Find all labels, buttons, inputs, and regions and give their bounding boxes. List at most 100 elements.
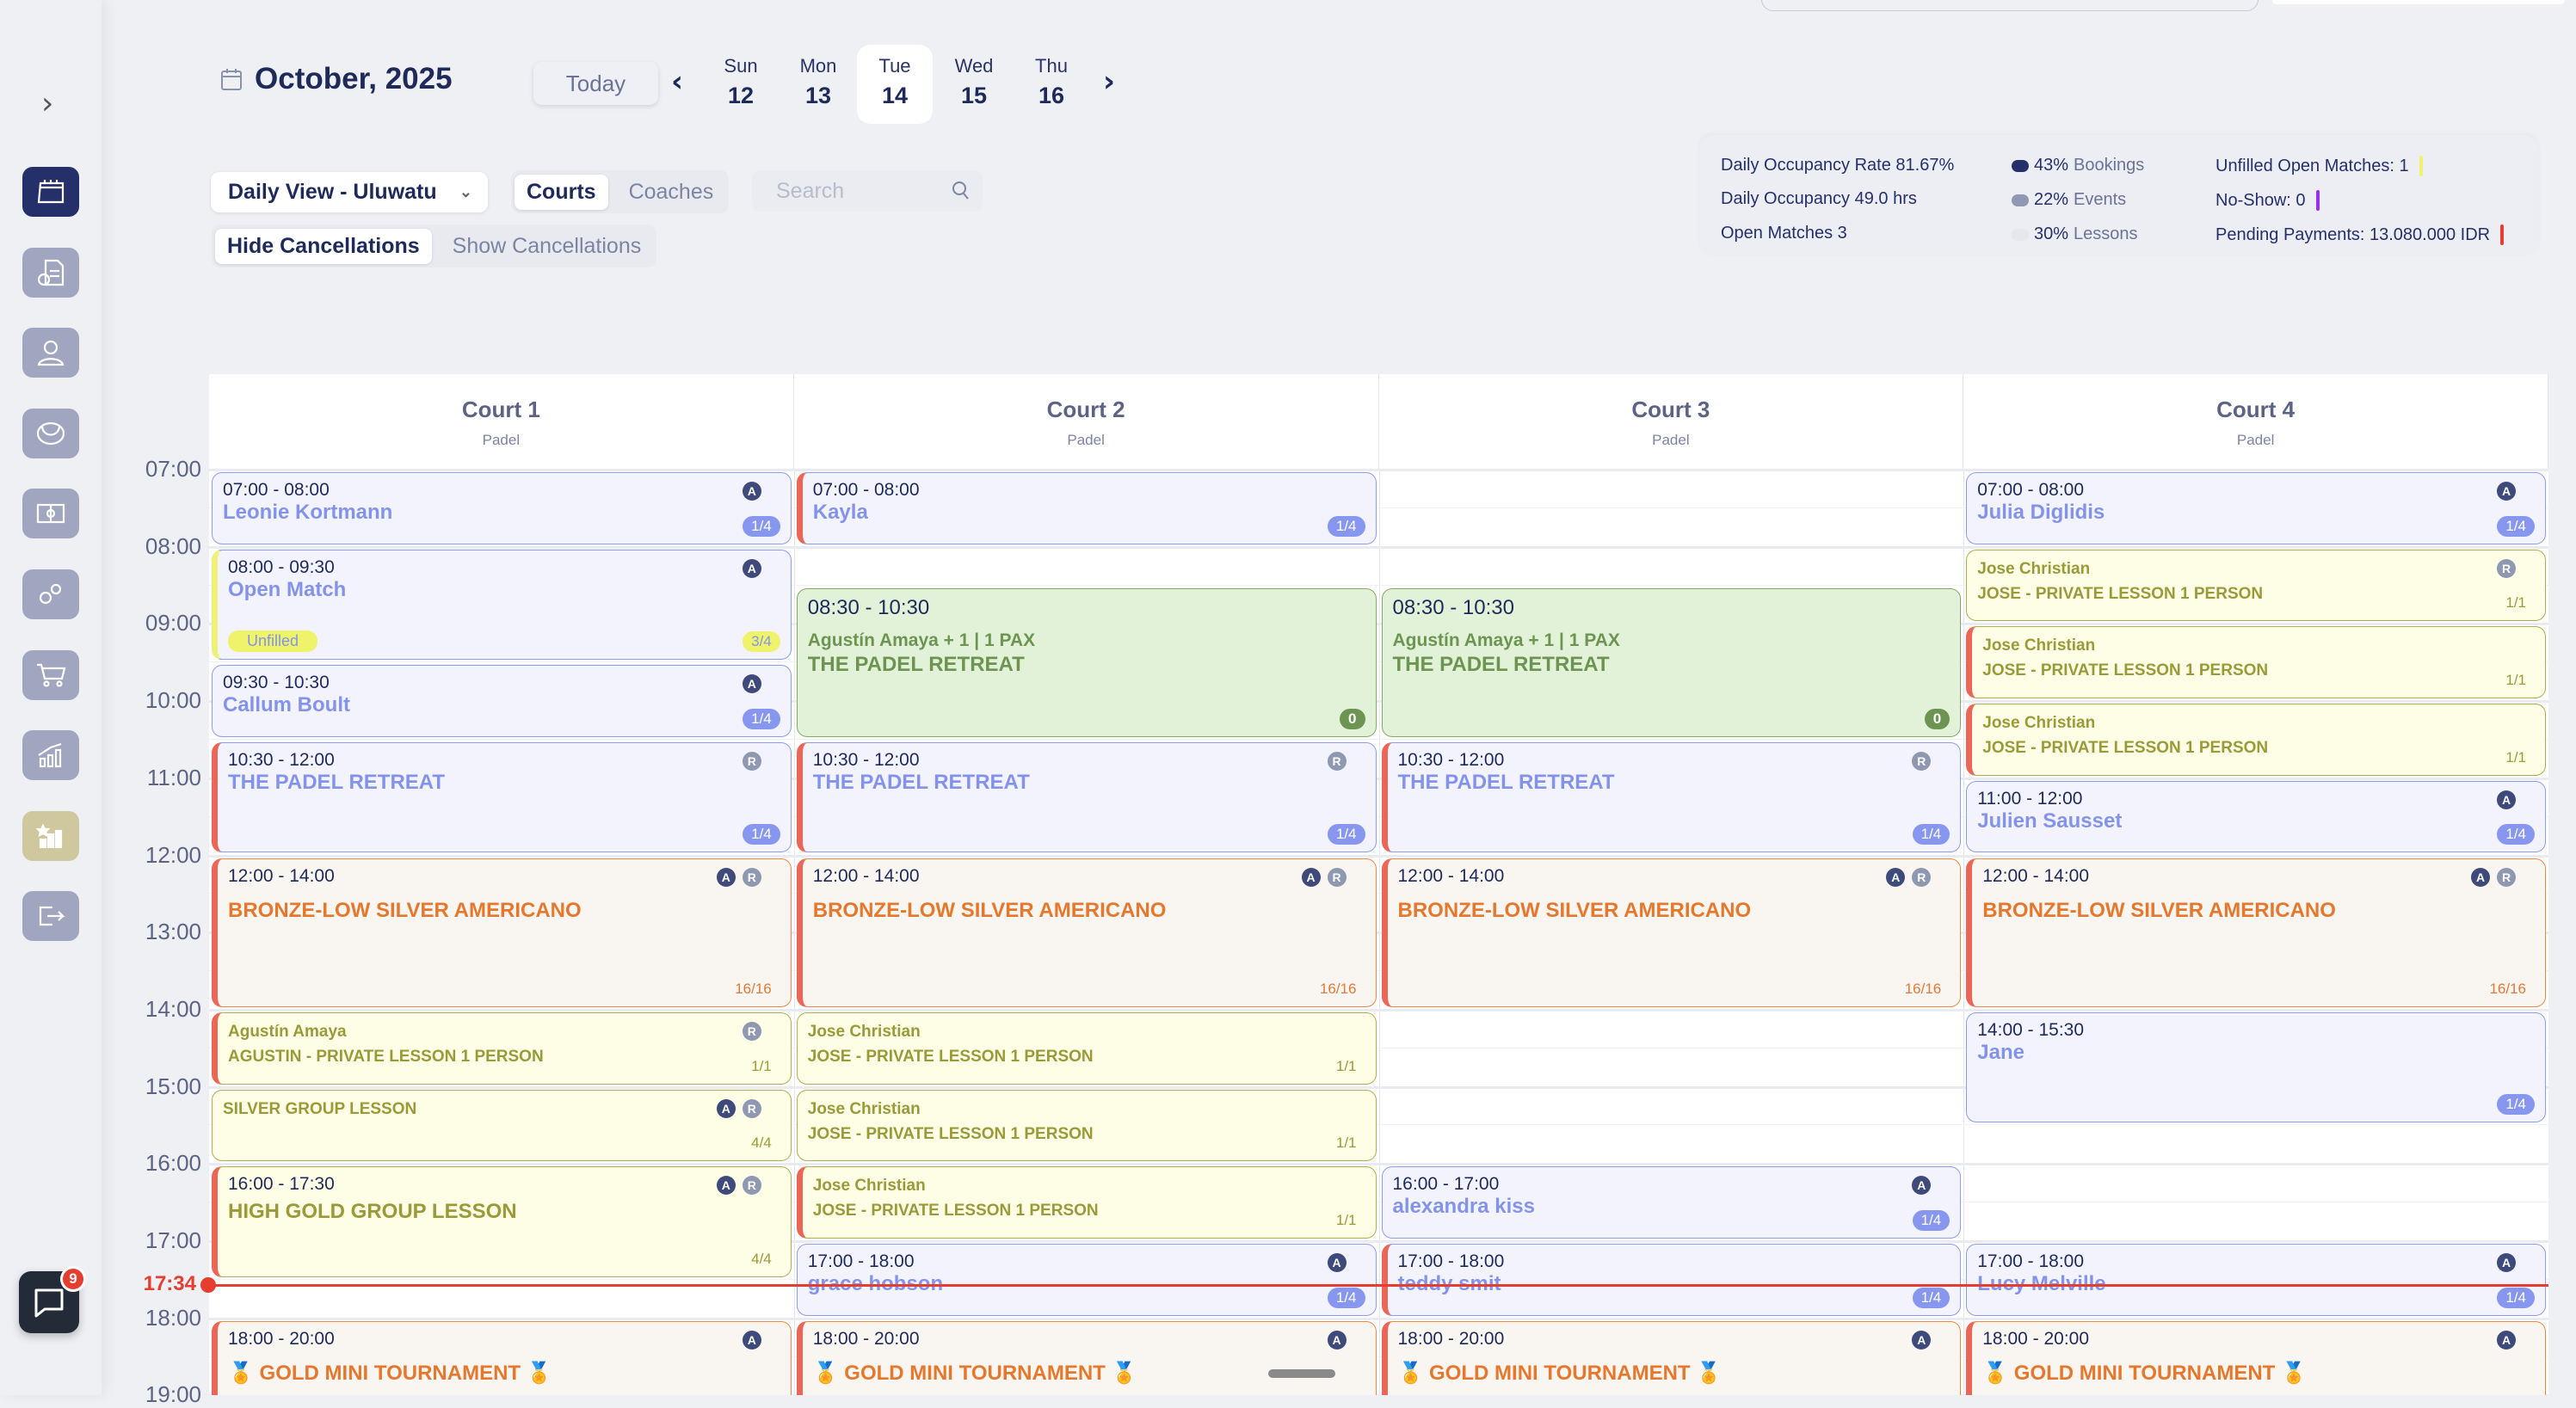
day-tab-wed[interactable]: Wed 15 bbox=[936, 45, 1012, 124]
event-block[interactable]: Jose Christian JOSE - PRIVATE LESSON 1 PE… bbox=[1966, 704, 2546, 776]
event-time: 10:30 - 12:00 bbox=[812, 749, 920, 770]
event-block[interactable]: 10:30 - 12:00 THE PADEL RETREAT R 1/4 bbox=[796, 741, 1377, 853]
top-partial-input[interactable] bbox=[1761, 0, 2259, 11]
event-block[interactable]: 11:00 - 12:00 Julien Sausset A 1/4 bbox=[1966, 780, 2546, 853]
time-label: 16:00 bbox=[145, 1150, 201, 1177]
sidebar-item-ranking[interactable] bbox=[22, 811, 79, 861]
event-count: 1/4 bbox=[2497, 1094, 2535, 1116]
event-block[interactable]: 12:00 - 14:00 BRONZE-LOW SILVER AMERICANO… bbox=[796, 858, 1377, 1007]
event-block[interactable]: 16:00 - 17:30 HIGH GOLD GROUP LESSON A R 4/4 bbox=[212, 1166, 792, 1277]
event-block[interactable]: Jose Christian JOSE - PRIVATE LESSON 1 PE… bbox=[796, 1011, 1377, 1085]
horizontal-scrollbar[interactable] bbox=[1268, 1369, 1335, 1378]
today-button[interactable]: Today bbox=[533, 62, 658, 105]
event-count: 4/4 bbox=[751, 1250, 772, 1267]
sidebar-item-invoice[interactable] bbox=[22, 248, 79, 298]
alert-text: No-Show: 0 bbox=[2215, 190, 2306, 210]
event-block[interactable]: SILVER GROUP LESSON A R 4/4 bbox=[212, 1089, 792, 1162]
event-block[interactable]: 12:00 - 14:00 BRONZE-LOW SILVER AMERICANO… bbox=[1966, 858, 2546, 1007]
next-day-arrow-icon[interactable]: › bbox=[1103, 65, 1116, 99]
sidebar-item-gears[interactable] bbox=[22, 569, 79, 619]
event-count: 4/4 bbox=[751, 1134, 772, 1152]
grid-line bbox=[209, 1240, 2548, 1243]
schedule-grid: Court 1 Padel Court 2 Padel Court 3 Padel Cour… bbox=[209, 374, 2548, 1395]
court-name: Court 3 bbox=[1631, 397, 1710, 422]
event-block[interactable]: 18:00 - 20:00 🏅 GOLD MINI TOURNAMENT 🏅 A bbox=[1381, 1320, 1962, 1395]
event-block[interactable]: 17:00 - 18:00 grace hobson A 1/4 bbox=[796, 1244, 1377, 1316]
event-block[interactable]: 10:30 - 12:00 THE PADEL RETREAT R 1/4 bbox=[212, 741, 792, 853]
event-block[interactable]: 07:00 - 08:00 Kayla 1/4 bbox=[796, 472, 1377, 544]
sidebar-item-tennis-ball[interactable] bbox=[22, 409, 79, 458]
court-name: Court 1 bbox=[461, 397, 540, 422]
grid-line bbox=[209, 1163, 2548, 1166]
event-block[interactable]: 18:00 - 20:00 🏅 GOLD MINI TOURNAMENT 🏅 A bbox=[796, 1320, 1377, 1395]
event-time: 12:00 - 14:00 bbox=[1397, 865, 1505, 886]
day-tab-tue[interactable]: Tue 14 bbox=[857, 45, 933, 124]
event-title: Jose Christian bbox=[807, 1022, 921, 1041]
badge-a-icon: A bbox=[742, 674, 761, 694]
event-block[interactable]: 16:00 - 17:00 alexandra kiss A 1/4 bbox=[1381, 1166, 1962, 1239]
event-block[interactable]: 17:00 - 18:00 teddy smit 1/4 bbox=[1381, 1244, 1962, 1316]
event-count: 1/4 bbox=[1327, 824, 1365, 845]
occupancy-rate: Daily Occupancy Rate 81.67% bbox=[1721, 156, 1955, 175]
badge-r-icon: R bbox=[1912, 867, 1932, 887]
event-block[interactable]: 08:30 - 10:30 Agustín Amaya + 1 | 1 PAX TH… bbox=[1381, 587, 1962, 737]
event-block[interactable]: 14:00 - 15:30 Jane 1/4 bbox=[1966, 1011, 2546, 1123]
grid-line bbox=[209, 1278, 2548, 1280]
court-header: Court 2 Padel bbox=[794, 374, 1379, 469]
event-block[interactable]: Jose Christian JOSE - PRIVATE LESSON 1 PE… bbox=[796, 1089, 1377, 1162]
event-block[interactable]: 12:00 - 14:00 BRONZE-LOW SILVER AMERICANO… bbox=[212, 858, 792, 1007]
event-badges: A bbox=[2497, 790, 2516, 809]
event-time: 11:00 - 12:00 bbox=[1977, 788, 2083, 809]
top-partial-button[interactable] bbox=[2272, 0, 2565, 4]
badge-r-icon: R bbox=[1327, 867, 1347, 887]
event-block[interactable]: 18:00 - 20:00 🏅 GOLD MINI TOURNAMENT 🏅 A bbox=[1966, 1320, 2546, 1395]
event-block[interactable]: 08:00 - 09:30 Open Match A 3/4 Unfilled bbox=[212, 549, 792, 661]
event-block[interactable]: 07:00 - 08:00 Julia Diglidis A 1/4 bbox=[1966, 472, 2546, 544]
sidebar-item-calendar[interactable] bbox=[22, 167, 79, 217]
sidebar-item-analytics[interactable] bbox=[22, 730, 79, 780]
event-block[interactable]: 08:30 - 10:30 Agustín Amaya + 1 | 1 PAX TH… bbox=[796, 587, 1377, 737]
sidebar-item-user[interactable] bbox=[22, 328, 79, 378]
tab-coaches[interactable]: Coaches bbox=[628, 179, 714, 204]
tab-courts[interactable]: Courts bbox=[515, 174, 608, 210]
event-block[interactable]: 09:30 - 10:30 Callum Boult A 1/4 bbox=[212, 665, 792, 737]
analytics-icon bbox=[38, 742, 62, 768]
sidebar-item-logout[interactable] bbox=[22, 891, 79, 941]
court-type: Padel bbox=[1067, 432, 1105, 448]
event-time: 08:30 - 10:30 bbox=[1392, 595, 1514, 619]
event-block[interactable]: 07:00 - 08:00 Leonie Kortmann A 1/4 bbox=[212, 472, 792, 544]
status-badge: Unfilled bbox=[228, 630, 318, 653]
breakdown-lessons: 30% Lessons bbox=[2012, 224, 2138, 244]
event-time: 12:00 - 14:00 bbox=[228, 865, 335, 886]
day-tab-thu[interactable]: Thu 16 bbox=[1014, 45, 1089, 124]
sidebar-item-court[interactable] bbox=[22, 489, 79, 538]
event-block[interactable]: Jose Christian JOSE - PRIVATE LESSON 1 PE… bbox=[796, 1166, 1377, 1239]
prev-day-arrow-icon[interactable]: ‹ bbox=[671, 65, 684, 99]
alert-color-bar bbox=[2315, 190, 2320, 211]
event-block[interactable]: Agustín Amaya AGUSTIN - PRIVATE LESSON 1 … bbox=[212, 1011, 792, 1085]
event-block[interactable]: 10:30 - 12:00 THE PADEL RETREAT R 1/4 bbox=[1381, 741, 1962, 853]
search-input[interactable]: Search bbox=[752, 170, 983, 212]
badge-a-icon: A bbox=[716, 1176, 736, 1196]
month-label: October, 2025 bbox=[255, 62, 453, 95]
event-block[interactable]: 12:00 - 14:00 BRONZE-LOW SILVER AMERICANO… bbox=[1381, 858, 1962, 1007]
event-block[interactable]: Jose Christian JOSE - PRIVATE LESSON 1 PE… bbox=[1966, 626, 2546, 699]
chevron-right-icon[interactable]: › bbox=[41, 86, 54, 121]
view-select[interactable]: Daily View - Uluwatu ⌄ bbox=[211, 172, 488, 212]
time-label: 17:00 bbox=[145, 1227, 201, 1253]
show-cancellations-button[interactable]: Show Cancellations bbox=[452, 233, 642, 258]
event-block[interactable]: Jose Christian JOSE - PRIVATE LESSON 1 PE… bbox=[1966, 549, 2546, 622]
time-label: 08:00 bbox=[145, 532, 201, 559]
time-label: 09:00 bbox=[145, 610, 201, 636]
sidebar-item-cart[interactable] bbox=[22, 650, 79, 700]
event-title: 🏅 GOLD MINI TOURNAMENT 🏅 bbox=[1397, 1361, 1722, 1385]
day-tab-sun[interactable]: Sun 12 bbox=[703, 45, 779, 124]
hide-cancellations-button[interactable]: Hide Cancellations bbox=[215, 228, 432, 264]
day-tab-mon[interactable]: Mon 13 bbox=[780, 45, 856, 124]
event-block[interactable]: 18:00 - 20:00 🏅 GOLD MINI TOURNAMENT 🏅 A bbox=[212, 1320, 792, 1395]
grid-line bbox=[209, 815, 2548, 817]
grid-line bbox=[209, 1356, 2548, 1357]
event-block[interactable]: 17:00 - 18:00 Lucy Melville A 1/4 bbox=[1966, 1244, 2546, 1316]
